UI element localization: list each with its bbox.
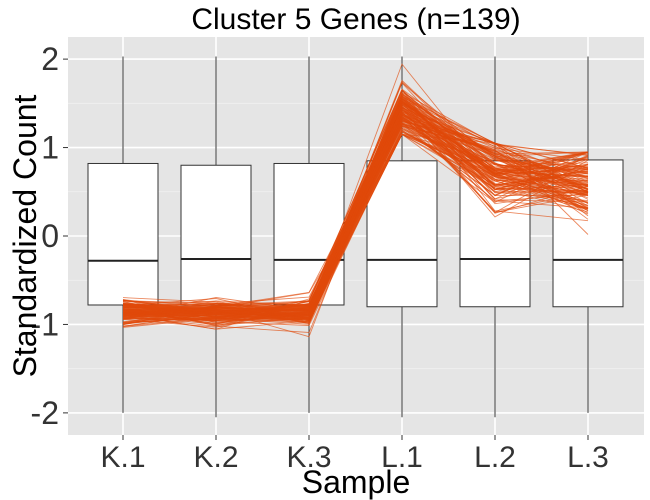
gene-line — [122, 103, 589, 313]
gene-line — [122, 99, 589, 309]
x-ticks: K.1 K.2 K.3 L.1 L.2 L.3 — [100, 435, 609, 474]
y-tick-label: 0 — [41, 218, 59, 254]
y-tick-label: -1 — [31, 306, 59, 342]
y-ticks: -2 -1 0 1 2 — [31, 41, 68, 431]
y-tick-label: 1 — [41, 130, 59, 166]
gene-line — [122, 106, 589, 324]
gene-line — [122, 92, 589, 318]
x-tick-label-L.2: L.2 — [474, 441, 516, 474]
x-tick-label-L.1: L.1 — [381, 441, 423, 474]
x-axis-title: Sample — [302, 464, 411, 500]
x-tick-label-K.1: K.1 — [100, 441, 145, 474]
boxplots — [87, 56, 624, 418]
x-tick-label-L.3: L.3 — [567, 441, 609, 474]
box-K.3 — [273, 162, 345, 306]
y-tick-label: -2 — [31, 395, 59, 431]
gene-lines — [122, 63, 589, 338]
box-K.1 — [87, 162, 159, 306]
box-L.1 — [366, 160, 438, 308]
box-K.2 — [180, 164, 252, 306]
y-tick-label: 2 — [41, 41, 59, 77]
x-tick-label-K.3: K.3 — [286, 441, 331, 474]
gene-line — [122, 97, 589, 306]
y-axis-title: Standardized Count — [7, 94, 43, 377]
gene-line — [122, 100, 589, 319]
x-tick-label-K.2: K.2 — [193, 441, 238, 474]
chart-title: Cluster 5 Genes (n=139) — [191, 3, 520, 36]
gene-line — [122, 130, 589, 320]
gene-line — [122, 79, 589, 323]
